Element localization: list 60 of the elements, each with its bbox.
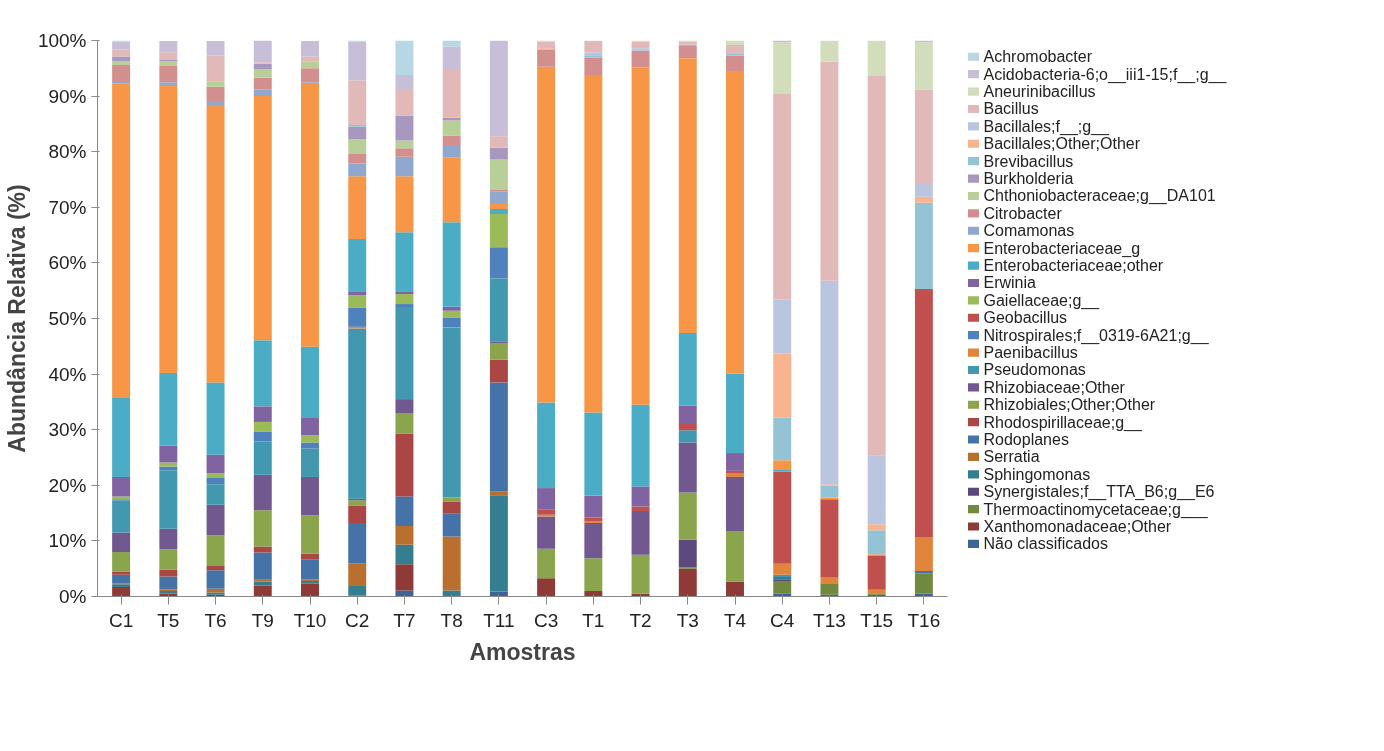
legend-label: Bacillus (983, 100, 1039, 118)
legend-label: Acidobacteria-6;o__iii1-15;f__;g__ (983, 65, 1228, 84)
y-tick-label: 60% (48, 252, 87, 274)
x-tick-label: T1 (582, 609, 605, 631)
x-tick-label: C1 (108, 609, 134, 631)
legend-label: Nitrospirales;f__0319-6A21;g__ (983, 326, 1210, 345)
legend-label: Pseudomonas (983, 361, 1086, 379)
y-tick-label: 10% (48, 530, 87, 552)
legend-label: Enterobacteriaceae;other (983, 257, 1164, 275)
y-axis-title: Abundância Relativa (%) (3, 184, 30, 453)
x-tick-label: T13 (813, 609, 846, 631)
legend-label: Citrobacter (983, 204, 1063, 222)
x-tick-label: C3 (533, 609, 559, 631)
x-tick-label: T3 (676, 609, 699, 631)
legend-label: Synergistales;f__TTA_B6;g__E6 (983, 483, 1215, 502)
y-tick-label: 70% (48, 196, 87, 218)
x-tick-label: C4 (770, 609, 795, 631)
x-tick-label: T9 (251, 609, 274, 631)
legend-label: Achromobacter (983, 48, 1093, 66)
x-tick-label: C2 (345, 609, 370, 631)
legend-label: Chthoniobacteraceae;g__DA101 (983, 187, 1216, 206)
legend-label: Gaiellaceae;g__ (983, 291, 1101, 310)
legend-label: Aneurinibacillus (983, 83, 1096, 101)
legend-label: Brevibacillus (983, 152, 1074, 170)
x-tick-label: T7 (393, 609, 416, 631)
y-tick-label: 100% (37, 30, 87, 51)
x-tick-label: T16 (907, 609, 941, 631)
legend-label: Rhizobiales;Other;Other (983, 396, 1156, 414)
legend-label: Rhizobiaceae;Other (983, 378, 1126, 396)
legend-label: Serratia (983, 448, 1040, 466)
y-tick-label: 40% (48, 363, 87, 385)
x-tick-label: T4 (723, 609, 747, 631)
legend-label: Não classificados (983, 535, 1108, 553)
legend-label: Erwinia (983, 274, 1037, 292)
legend-label: Thermoactinomycetaceae;g___ (983, 500, 1209, 519)
legend-label: Rodoplanes (983, 431, 1069, 449)
legend-label: Enterobacteriaceae_g (983, 239, 1141, 258)
y-tick-label: 90% (48, 85, 87, 107)
x-tick-label: T2 (629, 609, 652, 631)
y-tick-label: 0% (59, 586, 87, 607)
x-tick-label: T10 (293, 609, 327, 631)
legend-label: Rhodospirillaceae;g__ (983, 413, 1143, 432)
y-tick-label: 50% (48, 308, 87, 329)
legend-label: Geobacillus (983, 309, 1068, 327)
x-tick-label: T6 (204, 609, 227, 631)
y-tick-label: 30% (48, 419, 87, 441)
x-tick-label: T11 (483, 609, 515, 631)
legend-label: Bacillales;Other;Other (983, 135, 1141, 153)
legend-label: Burkholderia (983, 170, 1074, 188)
legend-label: Paenibacillus (983, 344, 1078, 362)
legend-label: Bacillales;f__;g__ (983, 117, 1111, 136)
x-tick-label: T15 (860, 609, 894, 631)
legend-label: Comamonas (983, 222, 1075, 240)
x-tick-label: T5 (157, 609, 180, 631)
x-axis-title: Amostras (469, 638, 576, 665)
legend-label: Sphingomonas (983, 465, 1091, 483)
y-tick-label: 20% (48, 474, 87, 496)
legend-label: Xanthomonadaceae;Other (983, 518, 1172, 536)
y-tick-label: 80% (48, 141, 87, 163)
x-tick-label: T8 (440, 609, 463, 631)
